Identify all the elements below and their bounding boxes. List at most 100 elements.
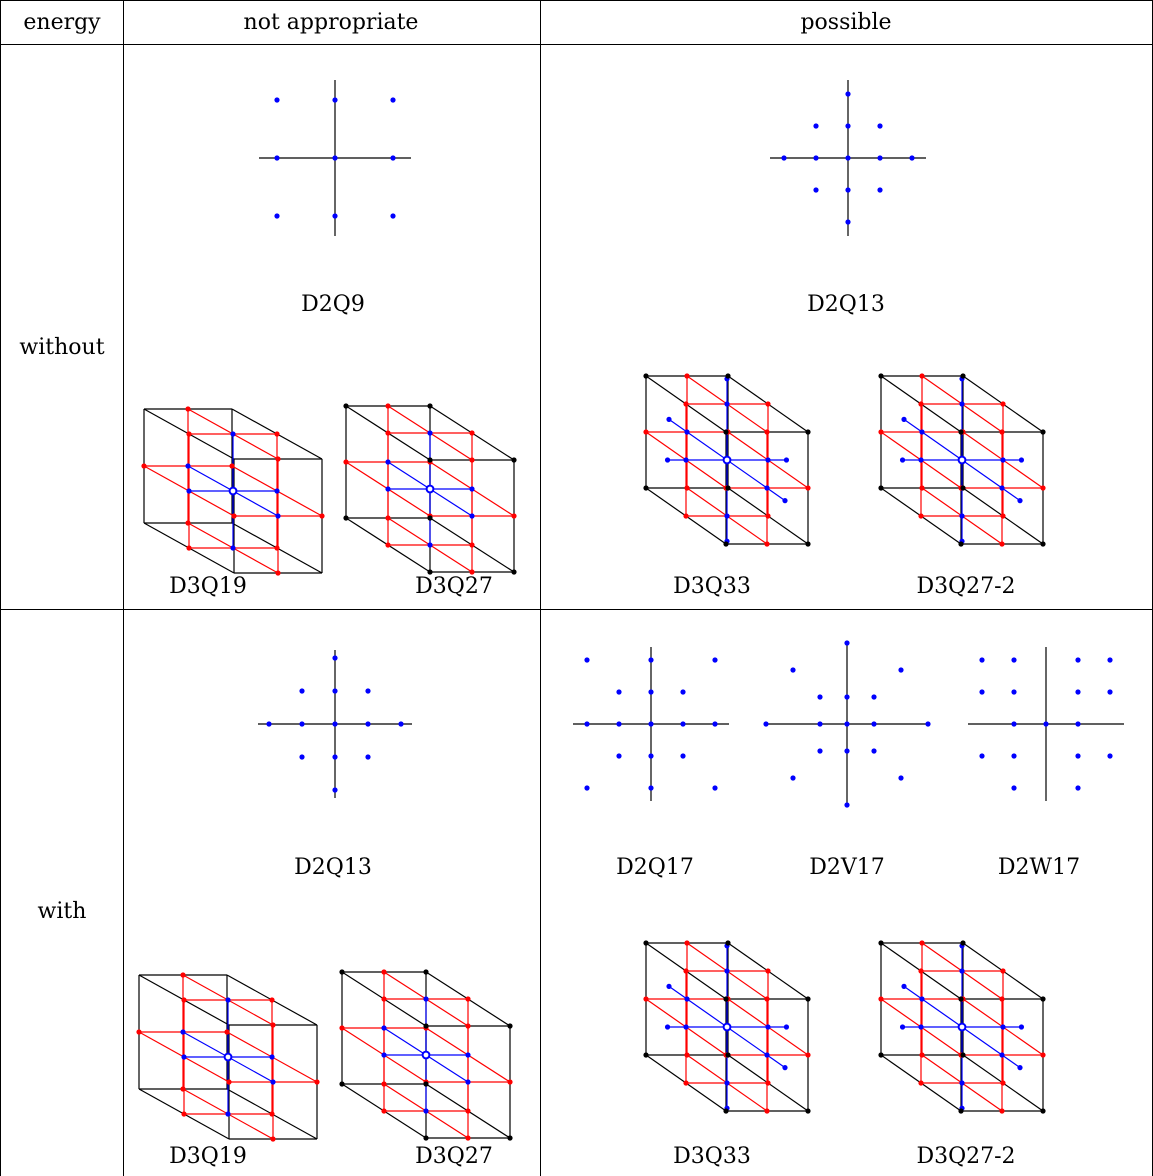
velocity-node: [584, 721, 590, 727]
velocity-node: [899, 457, 906, 463]
velocity-node: [1075, 785, 1081, 791]
velocity-node: [1107, 689, 1113, 695]
label-d3q27-2: D3Q27-2: [916, 1144, 1016, 1169]
label-d2q13: D2Q13: [294, 855, 372, 880]
velocity-node: [979, 689, 985, 695]
velocity-node: [683, 1024, 689, 1030]
velocity-node: [1018, 457, 1025, 463]
velocity-node: [960, 485, 966, 491]
velocity-node: [269, 1111, 275, 1117]
velocity-node: [871, 721, 877, 727]
velocity-node: [765, 457, 771, 463]
velocity-node: [764, 429, 770, 435]
velocity-node: [225, 997, 231, 1003]
velocity-node: [469, 486, 475, 492]
velocity-node: [427, 403, 433, 409]
velocity-node: [465, 1108, 471, 1114]
velocity-node: [343, 403, 349, 409]
d2w17-lattice: [968, 647, 1124, 801]
velocity-node: [959, 513, 965, 519]
velocity-node: [817, 748, 823, 754]
velocity-node: [909, 155, 915, 161]
velocity-node: [427, 515, 433, 521]
velocity-node: [765, 401, 771, 407]
velocity-node: [723, 429, 729, 435]
d2q17-lattice: [573, 647, 729, 801]
velocity-node: [901, 416, 907, 422]
velocity-node: [782, 1065, 788, 1071]
velocity-node: [385, 515, 391, 521]
velocity-node: [919, 1052, 925, 1058]
velocity-node: [1011, 721, 1017, 727]
velocity-node: [511, 513, 517, 519]
velocity-node: [643, 373, 649, 379]
d2v17-lattice: [763, 640, 931, 808]
velocity-node: [845, 187, 851, 193]
velocity-node: [427, 569, 433, 575]
velocity-node: [332, 721, 338, 727]
d3q27-cube: [343, 403, 517, 575]
label-d3q27-2: D3Q27-2: [916, 574, 1016, 599]
velocity-node: [844, 802, 850, 808]
d3q19-cube-with: [136, 972, 320, 1142]
velocity-node: [381, 1025, 387, 1031]
velocity-node: [712, 721, 718, 727]
rest-velocity-node: [223, 1052, 233, 1062]
velocity-node: [898, 667, 904, 673]
velocity-node: [1075, 689, 1081, 695]
velocity-node: [1011, 689, 1017, 695]
velocity-node: [958, 996, 964, 1002]
velocity-node: [684, 485, 690, 491]
velocity-node: [339, 1081, 345, 1087]
column-separator-2: [540, 0, 541, 1176]
velocity-node: [958, 541, 964, 547]
label-d3q27: D3Q27: [415, 574, 493, 599]
velocity-node: [783, 1024, 790, 1030]
velocity-node: [186, 545, 192, 551]
velocity-node: [141, 463, 147, 469]
label-d2w17: D2W17: [997, 855, 1081, 880]
velocity-node: [680, 689, 686, 695]
velocity-node: [901, 983, 907, 990]
velocity-node: [230, 545, 236, 551]
velocity-node: [782, 498, 788, 504]
label-d3q19: D3Q19: [169, 574, 247, 599]
rest-velocity-node: [421, 1050, 431, 1060]
velocity-node: [1040, 485, 1046, 491]
velocity-node: [1040, 996, 1046, 1002]
velocity-node: [274, 545, 280, 551]
velocity-node: [275, 456, 281, 462]
velocity-node: [844, 721, 850, 727]
row-label-with: with: [37, 899, 87, 924]
velocity-node: [385, 486, 391, 492]
velocity-node: [465, 1023, 471, 1029]
velocity-node: [666, 983, 672, 990]
velocity-node: [332, 97, 338, 103]
velocity-node: [390, 97, 396, 103]
velocity-node: [1000, 1024, 1006, 1030]
velocity-node: [919, 996, 925, 1002]
velocity-node: [712, 657, 718, 663]
velocity-node: [845, 123, 851, 129]
velocity-node: [918, 457, 924, 463]
velocity-node: [511, 569, 517, 575]
velocity-node: [960, 373, 966, 379]
velocity-node: [790, 667, 796, 673]
velocity-node: [343, 459, 349, 465]
velocity-node: [666, 416, 672, 422]
velocity-node: [269, 1054, 275, 1060]
velocity-node: [1040, 1052, 1046, 1058]
velocity-node: [648, 785, 654, 791]
velocity-node: [643, 429, 649, 435]
header-energy: energy: [23, 10, 101, 35]
velocity-node: [1075, 721, 1081, 727]
label-d2q9: D2Q9: [301, 292, 365, 317]
velocity-node: [270, 1022, 276, 1028]
velocity-node: [763, 721, 769, 727]
velocity-node: [877, 123, 883, 129]
velocity-node: [275, 513, 281, 519]
velocity-node: [343, 515, 349, 521]
velocity-node: [805, 996, 811, 1002]
velocity-node: [664, 457, 671, 463]
